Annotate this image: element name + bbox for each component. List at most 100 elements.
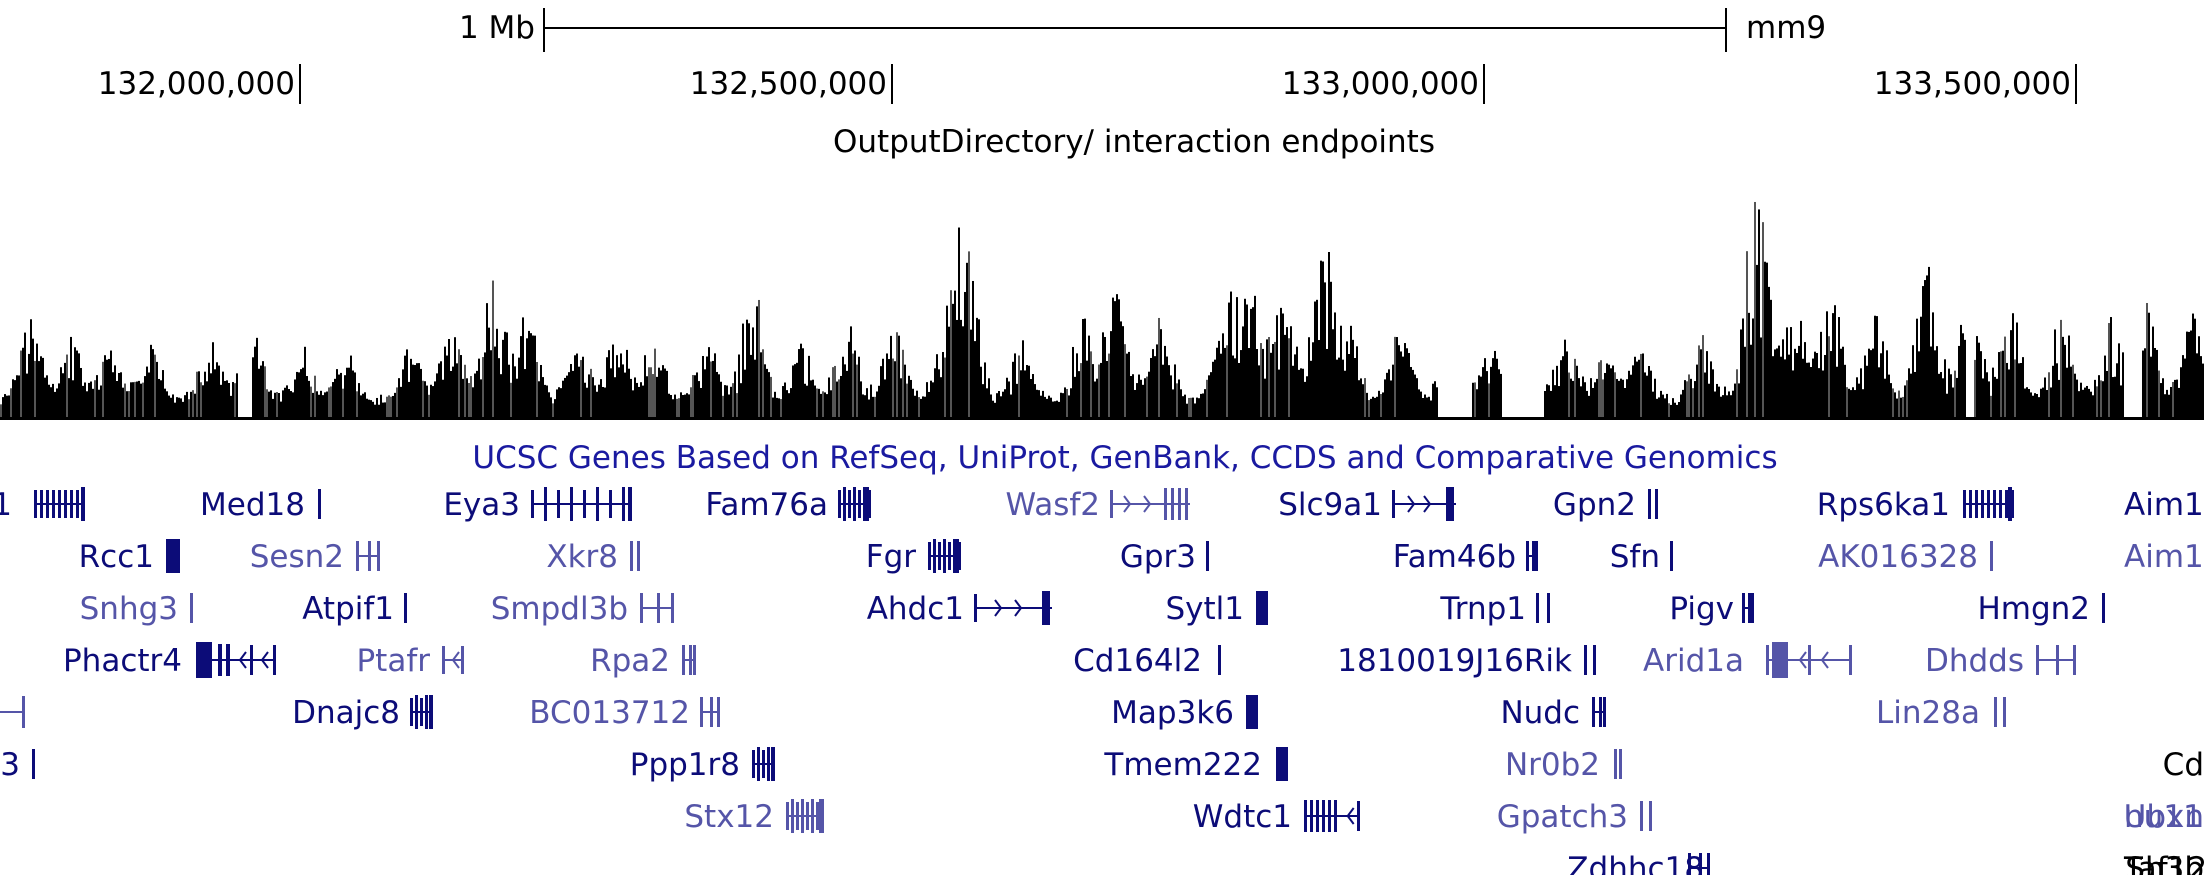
gene-label[interactable]: Wdtc1 — [1193, 799, 1292, 835]
gene-label[interactable]: 3 — [0, 747, 20, 783]
gene-label[interactable]: Arid1a — [1643, 643, 1744, 679]
gene-label[interactable]: Taf12 — [2123, 851, 2204, 875]
gene-item[interactable]: Gpr3 — [1120, 539, 1209, 575]
gene-item[interactable]: BC013712 — [529, 695, 720, 731]
gene-item[interactable]: Pigv — [1669, 591, 1754, 627]
gene-label[interactable]: Ubxn — [2124, 799, 2204, 835]
gene-label[interactable]: nu11 — [2124, 799, 2203, 835]
gene-item[interactable]: Arid1a — [1643, 642, 1852, 679]
gene-item[interactable]: Wdtc1 — [1193, 799, 1360, 835]
gene-item[interactable]: 3 — [0, 747, 35, 783]
gene-item[interactable]: Fgr — [866, 539, 961, 575]
gene-label[interactable]: Pigv — [1669, 591, 1734, 627]
gene-item[interactable]: Smpdl3b — [491, 591, 674, 627]
gene-item[interactable]: Med18 — [200, 487, 321, 523]
gene-label[interactable]: Rps6ka1 — [1817, 487, 1950, 523]
gene-label[interactable]: Med18 — [200, 487, 305, 523]
gene-item[interactable]: Aim1 — [2124, 539, 2204, 575]
gene-item[interactable]: Cd — [2163, 747, 2204, 783]
gene-label[interactable]: Wasf2 — [1006, 487, 1100, 523]
gene-item[interactable]: Phactr4 — [63, 642, 276, 679]
gene-item[interactable]: Nudc — [1500, 695, 1606, 731]
gene-item[interactable]: Sytl1 — [1165, 591, 1268, 627]
gene-label[interactable]: Rpa2 — [590, 643, 670, 679]
gene-label[interactable]: Ahdc1 — [867, 591, 964, 627]
gene-item[interactable]: Atpif1 — [302, 591, 407, 627]
gene-item[interactable]: Ppp1r8 — [630, 747, 775, 783]
gene-label[interactable]: Lin28a — [1876, 695, 1980, 731]
gene-item[interactable]: Wasf2 — [1006, 487, 1190, 523]
gene-label[interactable]: Dhdds — [1925, 643, 2024, 679]
gene-label[interactable]: Fgr — [866, 539, 917, 575]
gene-label[interactable]: Fam46b — [1393, 539, 1516, 575]
gene-label[interactable]: 1810019J16Rik — [1337, 643, 1572, 679]
gene-label[interactable]: Gpatch3 — [1497, 799, 1628, 835]
gene-item[interactable]: Slc9a1 — [1278, 487, 1456, 523]
gene-label[interactable]: Rcc1 — [79, 539, 154, 575]
gene-label[interactable]: Nr0b2 — [1505, 747, 1600, 783]
gene-label[interactable]: Sesn2 — [250, 539, 344, 575]
gene-item[interactable]: Dnajc8 — [292, 695, 433, 731]
gene-label[interactable]: Aim1 — [2124, 487, 2204, 523]
gene-item[interactable]: Aim1 — [2124, 487, 2204, 523]
gene-label[interactable]: Sytl1 — [1165, 591, 1244, 627]
gene-item[interactable]: Hmgn2 — [1977, 591, 2105, 627]
gene-label[interactable]: Aim1 — [2124, 539, 2204, 575]
gene-item[interactable]: nu11 — [2124, 799, 2203, 835]
gene-item[interactable]: Tmem222 — [1103, 747, 1288, 783]
gene-item[interactable]: Rpa2 — [590, 643, 696, 679]
gene-label[interactable]: Cd — [2163, 747, 2204, 783]
gene-item[interactable]: Snhg3 — [80, 591, 193, 627]
gene-label[interactable]: Gpn2 — [1553, 487, 1636, 523]
gene-item[interactable]: Ahdc1 — [867, 591, 1052, 627]
gene-label[interactable]: Sfn — [1610, 539, 1660, 575]
gene-item[interactable]: Ptafr — [356, 643, 464, 679]
gene-label[interactable]: Atpif1 — [302, 591, 394, 627]
gene-item[interactable]: Ubxn — [2124, 799, 2204, 835]
gene-label[interactable]: Ptafr — [356, 643, 430, 679]
gene-label[interactable]: Zdhhc18 — [1567, 851, 1704, 875]
gene-item[interactable]: Dhdds — [1925, 643, 2076, 679]
gene-label[interactable]: Ppp1r8 — [630, 747, 740, 783]
gene-label[interactable]: Xkr8 — [546, 539, 618, 575]
gene-label[interactable]: Snhg3 — [80, 591, 178, 627]
gene-item[interactable]: Sesn2 — [250, 539, 380, 575]
gene-label[interactable]: AK016328 — [1818, 539, 1978, 575]
gene-label[interactable]: Hmgn2 — [1977, 591, 2090, 627]
gene-item[interactable]: 1810019J16Rik — [1337, 643, 1596, 679]
gene-label[interactable]: Phactr4 — [63, 643, 182, 679]
gene-item[interactable]: Stx12 — [684, 799, 824, 835]
gene-item[interactable]: Lin28a — [1876, 695, 2006, 731]
gene-item[interactable]: Cd164l2 — [1073, 643, 1221, 679]
gene-label[interactable]: Slc9a1 — [1278, 487, 1382, 523]
gene-label[interactable]: 1 — [0, 487, 12, 523]
gene-label[interactable]: Cd164l2 — [1073, 643, 1202, 679]
gene-label[interactable]: Gpr3 — [1120, 539, 1196, 575]
gene-label[interactable]: Tmem222 — [1103, 747, 1262, 783]
gene-label[interactable]: Dnajc8 — [292, 695, 400, 731]
gene-label[interactable]: BC013712 — [529, 695, 690, 731]
gene-item[interactable]: Trnp1 — [1439, 591, 1550, 627]
gene-label[interactable]: Nudc — [1500, 695, 1580, 731]
gene-label[interactable]: Smpdl3b — [491, 591, 628, 627]
gene-label[interactable]: Stx12 — [684, 799, 774, 835]
gene-label[interactable]: Eya3 — [443, 487, 520, 523]
gene-label[interactable]: Map3k6 — [1111, 695, 1234, 731]
gene-item[interactable]: Eya3 — [443, 487, 632, 523]
gene-item[interactable]: Rcc1 — [79, 539, 180, 575]
gene-item[interactable]: Rps6ka1 — [1817, 487, 2014, 523]
gene-item[interactable]: Fam76a — [705, 487, 871, 523]
gene-item[interactable]: Nr0b2 — [1505, 747, 1622, 783]
gene-item[interactable]: Sfn — [1610, 539, 1673, 575]
gene-label[interactable]: Fam76a — [705, 487, 828, 523]
gene-item[interactable]: 1 — [0, 487, 85, 523]
gene-item[interactable]: Sh3b — [2125, 851, 2204, 875]
gene-item[interactable]: Zdhhc18 — [1567, 851, 1710, 875]
gene-item[interactable]: AK016328 — [1818, 539, 1993, 575]
gene-label[interactable]: Sh3b — [2125, 851, 2204, 875]
gene-item[interactable]: Map3k6 — [1111, 695, 1258, 731]
gene-item[interactable]: Fam46b — [1393, 539, 1538, 575]
gene-item[interactable]: Gpn2 — [1553, 487, 1658, 523]
gene-item[interactable]: Xkr8 — [546, 539, 640, 575]
